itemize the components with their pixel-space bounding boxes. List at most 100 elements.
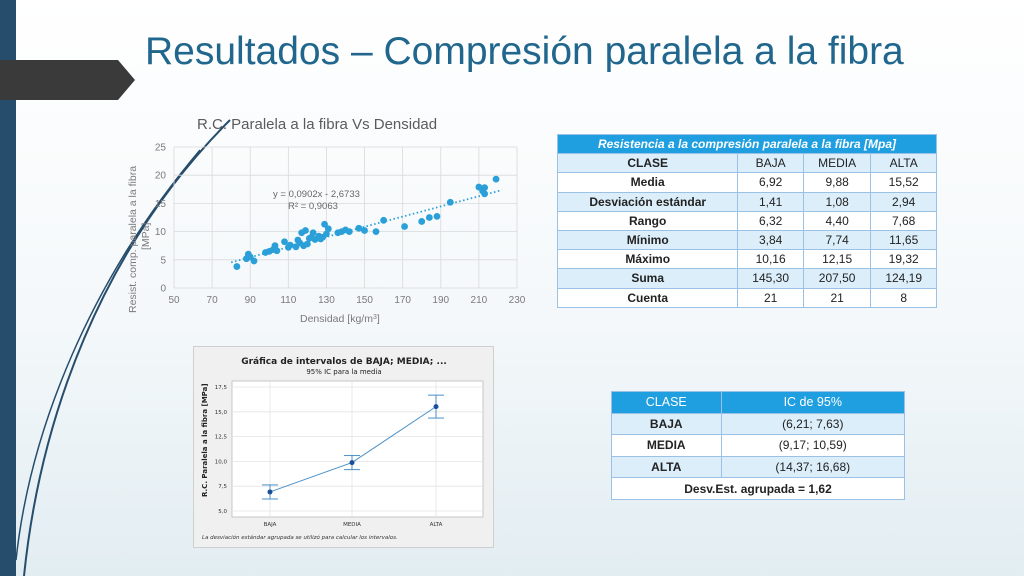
ci-row: BAJA (6,21; 7,63) bbox=[611, 412, 906, 436]
scatter-point bbox=[425, 214, 433, 221]
ci-row-value: (6,21; 7,63) bbox=[720, 412, 906, 436]
stats-cell: 8 bbox=[870, 287, 937, 308]
scatter-point bbox=[309, 229, 317, 237]
interval-ytick: 17,5 bbox=[215, 385, 228, 391]
scatter-point bbox=[481, 184, 489, 192]
trendline bbox=[230, 189, 502, 264]
stats-cell: 1,41 bbox=[737, 191, 804, 212]
ci-footer-row: Desv.Est. agrupada = 1,62 bbox=[611, 477, 905, 500]
stats-cell: 9,88 bbox=[802, 172, 872, 193]
stats-cell: 124,19 bbox=[870, 268, 937, 289]
stats-cell: 3,84 bbox=[737, 229, 804, 251]
scatter-xtick: 90 bbox=[245, 295, 257, 306]
scatter-ylabel-line2: [MPa] bbox=[140, 222, 152, 250]
scatter-point bbox=[273, 247, 281, 255]
decorative-swoosh bbox=[0, 60, 231, 576]
interval-xtick: ALTA bbox=[430, 522, 443, 528]
stats-cell: 4,40 bbox=[802, 210, 872, 231]
ci-row: MEDIA (9,17; 10,59) bbox=[611, 434, 906, 457]
stats-cell: 7,68 bbox=[870, 210, 937, 231]
interval-ticks: 5,0 7,5 10,0 12,5 15,0 17,5 BAJA MEDIA ALTA bbox=[215, 385, 443, 528]
scatter-point bbox=[355, 224, 363, 232]
interval-ytick: 7,5 bbox=[218, 484, 227, 490]
stats-row: Máximo 10,16 12,15 19,32 bbox=[556, 249, 937, 270]
ci-row-value: (9,17; 10,59) bbox=[720, 434, 906, 457]
stats-row: Media 6,92 9,88 15,52 bbox=[556, 172, 937, 193]
interval-chart-title: Gráfica de intervalos de BAJA; MEDIA; ..… bbox=[241, 357, 447, 367]
interval-mean-point bbox=[433, 404, 439, 410]
interval-mean-point bbox=[349, 460, 355, 466]
interval-xtick: MEDIA bbox=[343, 522, 361, 528]
slide-title: Resultados – Compresión paralela a la fi… bbox=[145, 30, 904, 73]
stats-cell: 19,32 bbox=[870, 249, 937, 270]
interval-chart-subtitle: 95% IC para la media bbox=[306, 368, 381, 376]
stats-cell: 15,52 bbox=[870, 172, 937, 193]
interval-footnote: La desviación estándar agrupada se utili… bbox=[202, 534, 398, 541]
scatter-chart-title: R.C. Paralela a la fibra Vs Densidad bbox=[197, 116, 437, 133]
stats-row-label: Máximo bbox=[556, 249, 739, 270]
scatter-point bbox=[286, 241, 294, 249]
interval-ytick: 10,0 bbox=[215, 459, 228, 465]
scatter-point bbox=[372, 228, 380, 235]
scatter-point bbox=[361, 227, 368, 234]
scatter-xtick: 130 bbox=[318, 295, 335, 306]
stats-cell: 12,15 bbox=[802, 249, 872, 270]
trendline-equation: y = 0,0902x - 2,6733 bbox=[273, 189, 360, 200]
interval-chart: Gráfica de intervalos de BAJA; MEDIA; ..… bbox=[201, 357, 484, 541]
scatter-ytick: 5 bbox=[160, 255, 166, 266]
interval-plot-area bbox=[231, 380, 484, 518]
interval-xtick: BAJA bbox=[264, 522, 277, 528]
stats-cell: 207,50 bbox=[802, 268, 872, 289]
interval-mean-point bbox=[267, 489, 273, 495]
scatter-xtick: 190 bbox=[432, 295, 449, 306]
stats-cell: 21 bbox=[737, 287, 804, 308]
stats-cell: 2,94 bbox=[870, 191, 937, 212]
scatter-xtick: 50 bbox=[168, 295, 180, 306]
ci-row-value: (14,37; 16,68) bbox=[720, 455, 906, 479]
scatter-xtick: 210 bbox=[471, 295, 488, 306]
stats-row: Desviación estándar 1,41 1,08 2,94 bbox=[556, 191, 937, 212]
scatter-grid bbox=[173, 146, 518, 289]
stats-row: Rango 6,32 4,40 7,68 bbox=[556, 210, 937, 231]
stats-cell: 6,92 bbox=[737, 172, 804, 193]
scatter-point bbox=[481, 190, 489, 198]
ci-row-label: ALTA bbox=[611, 455, 722, 479]
stats-row-label: Cuenta bbox=[556, 287, 739, 308]
scatter-point bbox=[492, 175, 500, 183]
scatter-point bbox=[321, 220, 328, 228]
stats-cell: 145,30 bbox=[737, 268, 804, 289]
stats-column-header: MEDIA bbox=[802, 153, 872, 174]
scatter-point bbox=[281, 238, 288, 246]
stats-cell: 6,32 bbox=[737, 210, 804, 231]
scatter-xtick: 170 bbox=[394, 295, 411, 306]
scatter-ytick: 15 bbox=[155, 199, 167, 210]
stats-column-header: ALTA bbox=[870, 153, 937, 174]
scatter-ylabel-line1: Resist. comp. paralela a la fibra bbox=[127, 166, 139, 313]
ci-row-label: BAJA bbox=[611, 412, 722, 436]
stats-row-label: Media bbox=[556, 172, 739, 193]
scatter-ytick: 10 bbox=[155, 227, 167, 238]
interval-marks bbox=[262, 394, 444, 500]
scatter-point bbox=[233, 263, 241, 270]
stats-row-label: Desviación estándar bbox=[556, 191, 739, 212]
ci-row-label: MEDIA bbox=[611, 434, 722, 457]
interval-ytick: 12,5 bbox=[215, 435, 228, 441]
scatter-trendline bbox=[230, 189, 502, 264]
interval-ytick: 5,0 bbox=[218, 509, 227, 515]
scatter-point bbox=[446, 198, 454, 206]
stats-column-header: BAJA bbox=[737, 153, 804, 174]
scatter-chart: R.C. Paralela a la fibra Vs Densidad 0 5 1… bbox=[127, 116, 526, 325]
scatter-point bbox=[303, 240, 311, 248]
scatter-xtick: 110 bbox=[280, 295, 296, 306]
scatter-point bbox=[345, 228, 353, 235]
scatter-xtick: 150 bbox=[356, 295, 373, 306]
ci-col-clase: CLASE bbox=[611, 391, 722, 414]
trendline-r2: R² = 0,9063 bbox=[288, 201, 338, 212]
stats-row: Cuenta 21 21 8 bbox=[556, 287, 937, 308]
scatter-point bbox=[324, 225, 332, 233]
stats-row: Mínimo 3,84 7,74 11,65 bbox=[556, 229, 937, 251]
stats-row-label: Rango bbox=[556, 210, 739, 231]
scatter-point bbox=[418, 218, 426, 225]
scatter-xtick: 70 bbox=[207, 295, 219, 306]
interval-ytick: 15,0 bbox=[215, 410, 228, 416]
